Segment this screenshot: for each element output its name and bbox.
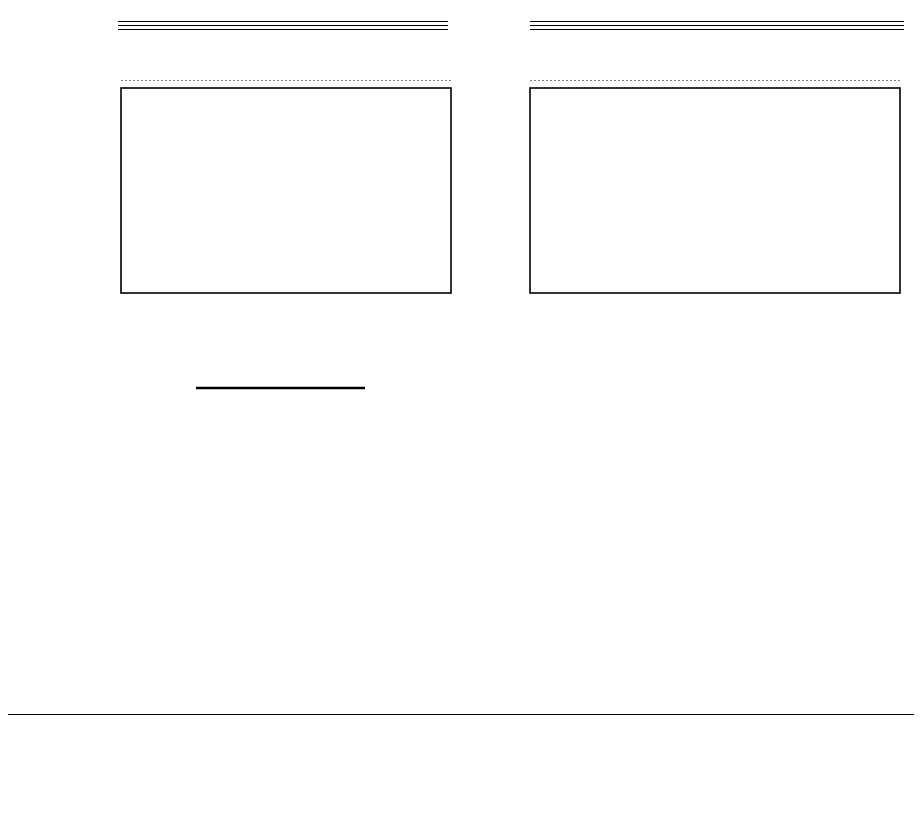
stats-row-rank bbox=[530, 22, 904, 26]
stats-row-fold bbox=[530, 26, 904, 30]
stats-row-fold bbox=[118, 26, 448, 30]
panel-c-plot bbox=[28, 368, 468, 708]
figure-caption bbox=[8, 714, 914, 719]
panel-a-boxplot-svg bbox=[120, 80, 452, 294]
panel-b-boxplot-svg bbox=[529, 80, 901, 294]
stats-row-rank bbox=[118, 22, 448, 26]
stats-row-study bbox=[530, 18, 904, 22]
panel-c-scatter-svg bbox=[196, 386, 365, 390]
stats-row-study bbox=[118, 18, 448, 22]
panel-d-waterfall-svg bbox=[470, 368, 910, 708]
panel-b-stats-header bbox=[530, 18, 904, 30]
panel-a-plot bbox=[28, 80, 458, 330]
panel-a-stats-header bbox=[118, 18, 448, 30]
panel-b-plot bbox=[470, 80, 910, 330]
panel-a-plot-frame bbox=[120, 87, 452, 294]
panel-d-plot bbox=[470, 368, 910, 708]
panel-b-plot-frame bbox=[529, 87, 901, 294]
